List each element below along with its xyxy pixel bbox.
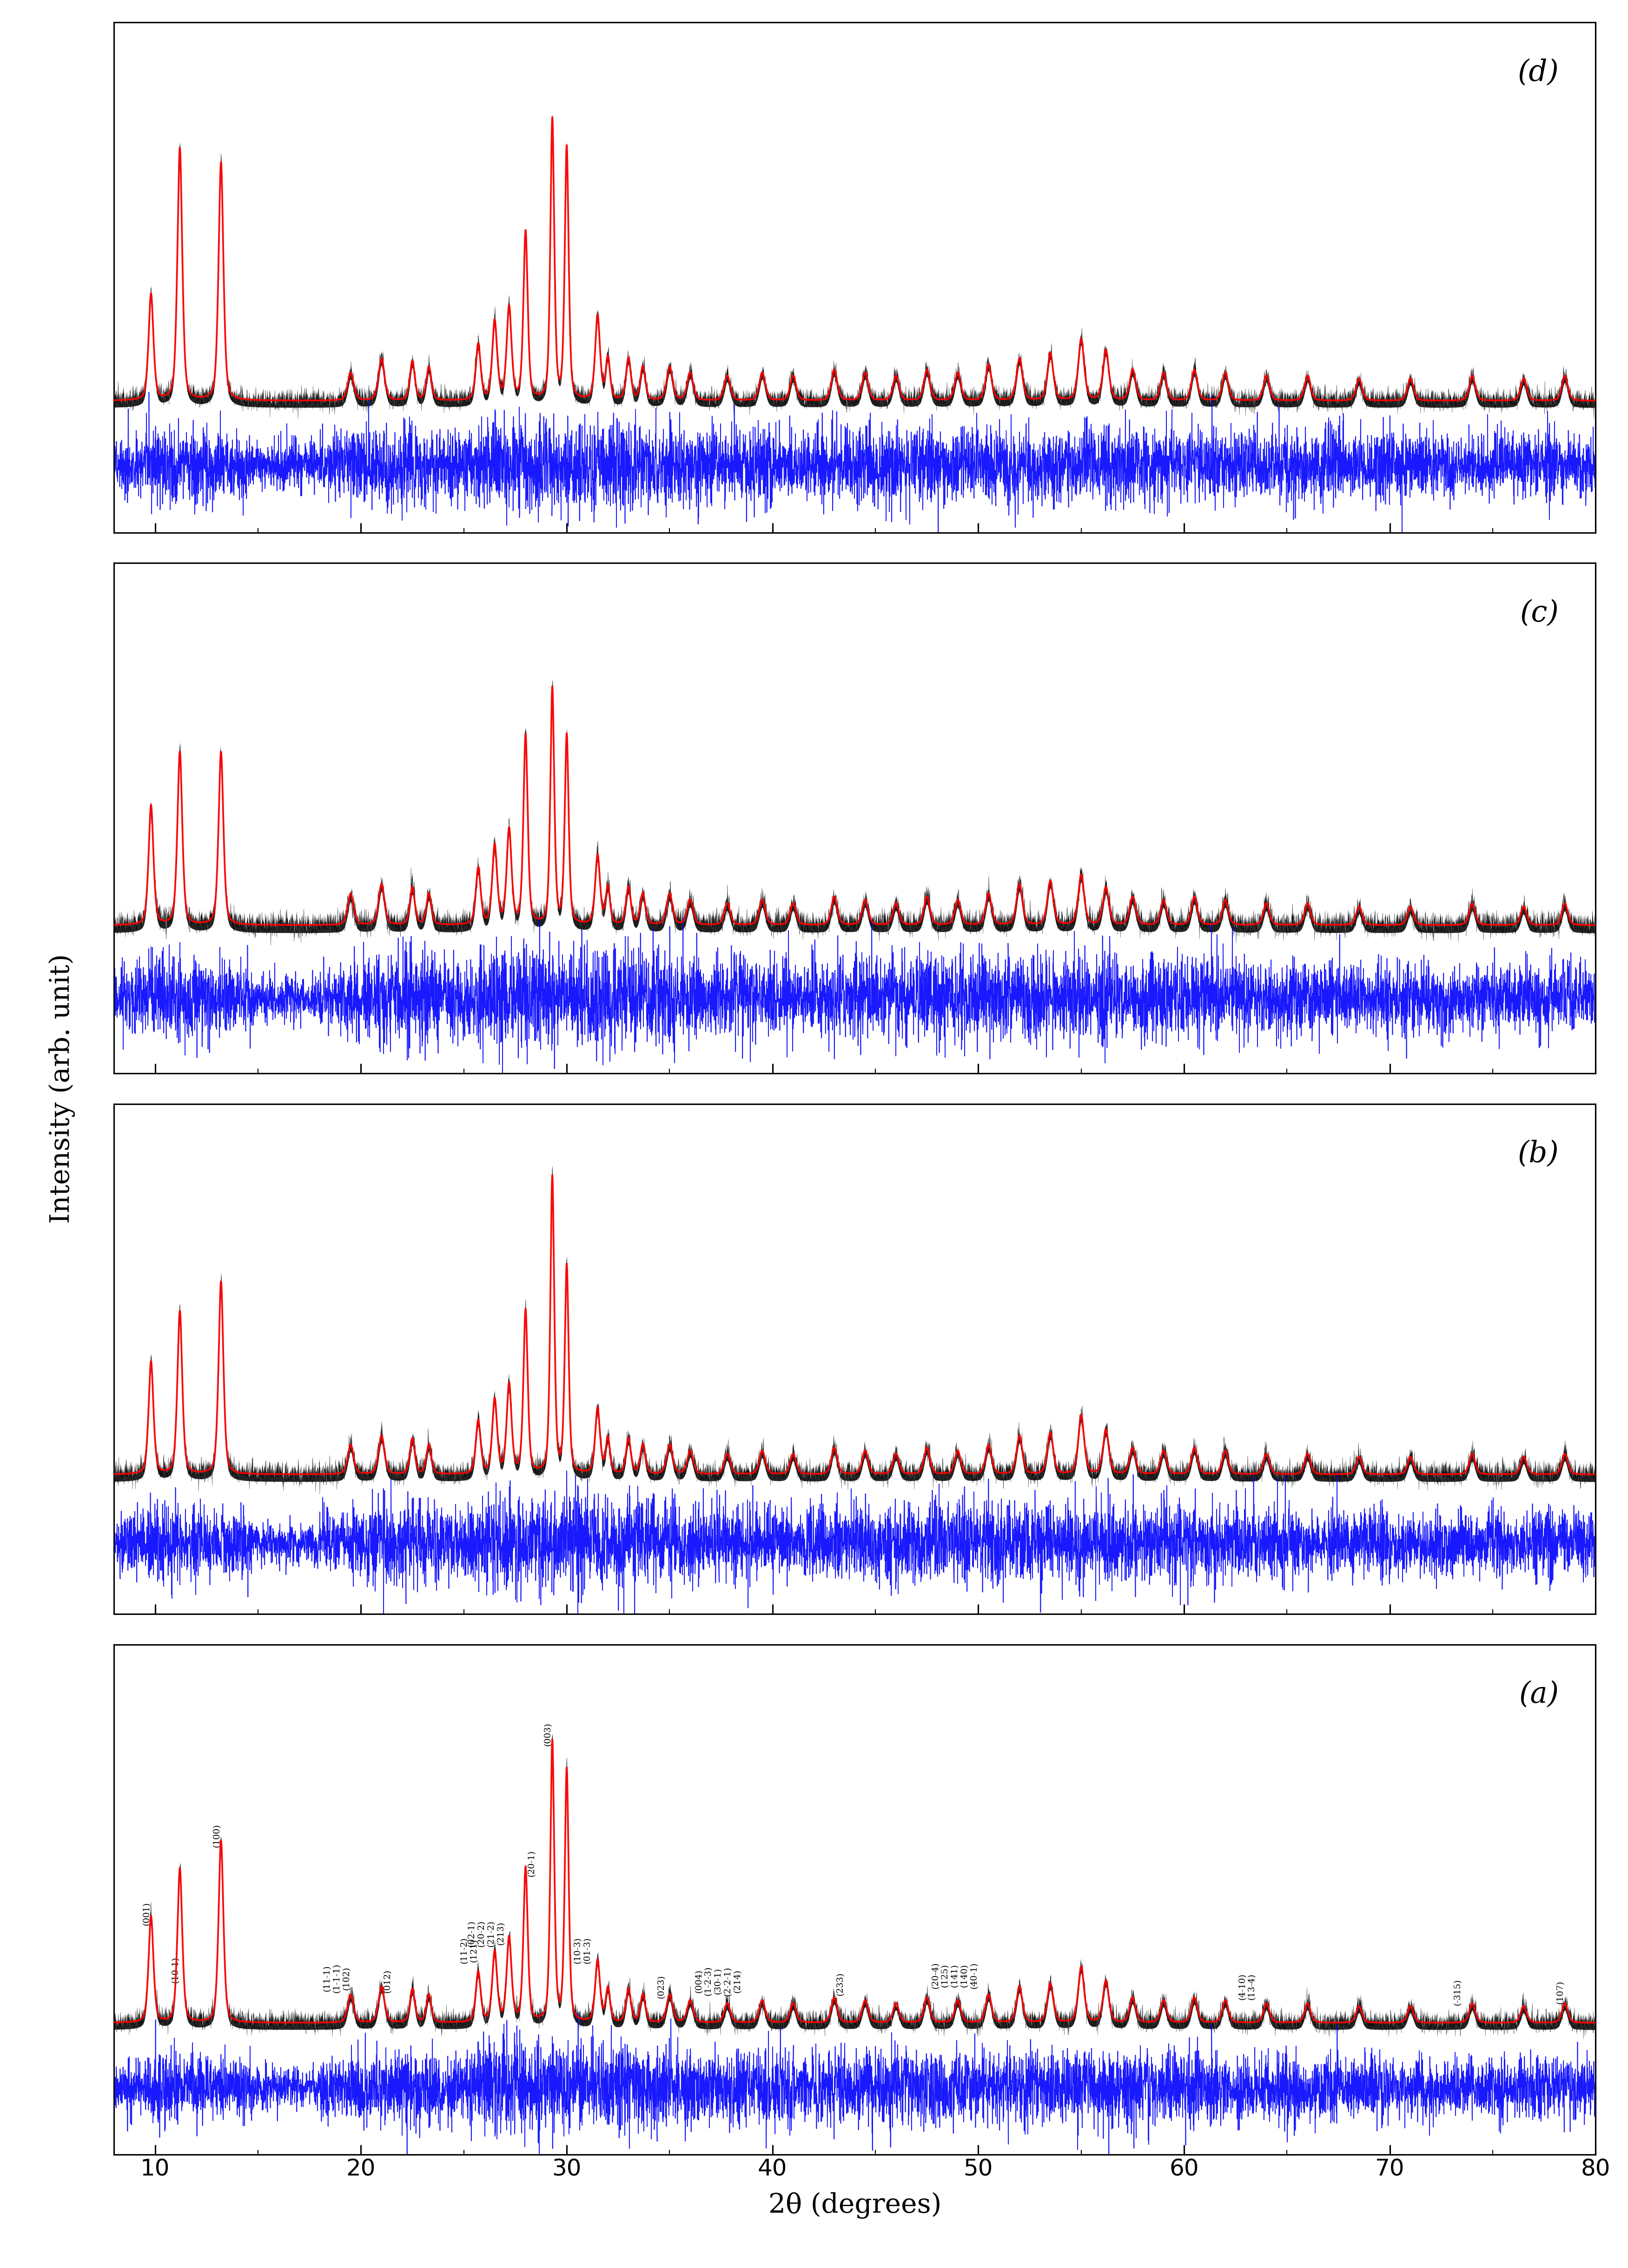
Text: (004)
(1-2-3)
(30-1)
(2-2-1)
(214): (004) (1-2-3) (30-1) (2-2-1) (214) bbox=[695, 1966, 741, 1996]
Text: (b): (b) bbox=[1517, 1139, 1558, 1168]
Text: (10-1): (10-1) bbox=[171, 1957, 179, 1982]
Text: (20-1): (20-1) bbox=[527, 1851, 536, 1876]
Text: (100): (100) bbox=[213, 1823, 221, 1846]
Text: (20-4)
(125)
(141)
(140)
(40-1): (20-4) (125) (141) (140) (40-1) bbox=[931, 1962, 978, 1989]
Text: (107): (107) bbox=[1556, 1980, 1565, 2005]
Text: (c): (c) bbox=[1519, 599, 1558, 628]
Text: Intensity (arb. unit): Intensity (arb. unit) bbox=[49, 955, 75, 1222]
Text: (001): (001) bbox=[143, 1903, 151, 1926]
Text: (11-2)
(121): (11-2) (121) bbox=[461, 1937, 479, 1964]
X-axis label: 2θ (degrees): 2θ (degrees) bbox=[768, 2191, 941, 2218]
Text: (10-3)
(01-3): (10-3) (01-3) bbox=[573, 1937, 591, 1964]
Text: (11-1)
(1-1-1)
(102): (11-1) (1-1-1) (102) bbox=[322, 1964, 350, 1994]
Text: (a): (a) bbox=[1519, 1681, 1558, 1708]
Text: (233): (233) bbox=[837, 1971, 845, 1996]
Text: (012): (012) bbox=[383, 1969, 392, 1994]
Text: (d): (d) bbox=[1517, 59, 1558, 86]
Text: (4-10)
(13-4): (4-10) (13-4) bbox=[1237, 1973, 1255, 2000]
Text: (023): (023) bbox=[658, 1975, 666, 1998]
Text: (-315): (-315) bbox=[1454, 1978, 1462, 2005]
Text: (003): (003) bbox=[544, 1721, 552, 1746]
Text: (02-1)
(20-2)
(21-2)
(213): (02-1) (20-2) (21-2) (213) bbox=[467, 1921, 505, 1946]
